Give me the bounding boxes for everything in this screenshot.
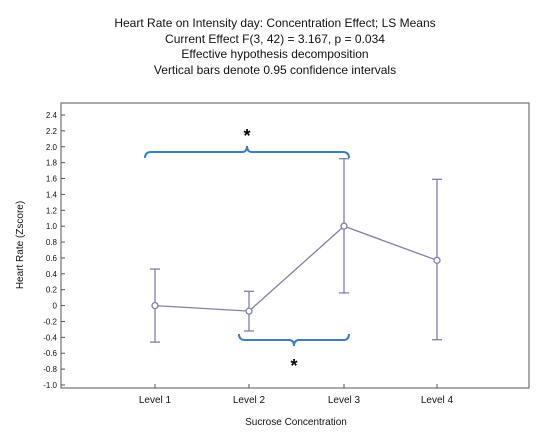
y-tick-label: 1.2 — [46, 206, 58, 215]
x-axis-label: Sucrose Concentration — [245, 417, 347, 428]
plot-area-frame — [60, 102, 530, 389]
y-tick-label: 1.0 — [46, 222, 58, 231]
x-tick-label: Level 1 — [139, 395, 172, 406]
y-axis-label: Heart Rate (Zscore) — [15, 201, 26, 289]
y-tick-label: 0.8 — [46, 238, 58, 247]
significance-marker: * — [243, 126, 250, 146]
significance-brackets: ** — [144, 126, 350, 376]
y-tick-label: 1.6 — [46, 175, 58, 184]
y-tick-label: 2.0 — [46, 143, 58, 152]
y-tick-label: 0.4 — [46, 270, 58, 279]
series-line — [154, 225, 438, 312]
chart-subtitle-1: Current Effect F(3, 42) = 3.167, p = 0.0… — [165, 31, 385, 46]
significance-bracket — [144, 145, 350, 159]
x-tick-label: Level 2 — [233, 395, 266, 406]
y-tick-label: 2.2 — [46, 127, 58, 136]
significance-bracket — [238, 333, 350, 347]
y-tick-label: 2.4 — [46, 111, 58, 120]
data-point — [245, 307, 253, 315]
y-tick-label: 1.4 — [46, 190, 58, 199]
y-axis-ticks: 2.4 2.2 2.0 1.8 1.6 1.4 1.2 1.0 0.8 0.6 0.4 0.2 0 -0.… — [43, 111, 65, 390]
y-tick-label: 0 — [53, 302, 58, 311]
y-tick-label: 1.8 — [46, 159, 58, 168]
significance-marker: * — [290, 356, 297, 376]
x-tick-label: Level 4 — [421, 395, 454, 406]
chart-title-block: Heart Rate on Intensity day: Concentrati… — [0, 16, 550, 78]
y-tick-label: 0.6 — [46, 254, 58, 263]
y-tick-label: 0.2 — [46, 286, 58, 295]
data-point — [340, 222, 348, 230]
y-tick-label: -0.2 — [43, 317, 57, 326]
x-tick-label: Level 3 — [328, 395, 361, 406]
y-tick-label: -1.0 — [43, 381, 57, 390]
data-point — [151, 301, 159, 310]
y-tick-label: -0.6 — [43, 349, 57, 358]
chart-subtitle-2: Effective hypothesis decomposition — [181, 47, 369, 61]
data-point — [433, 256, 441, 264]
y-tick-label: -0.8 — [43, 365, 57, 374]
chart-title: Heart Rate on Intensity day: Concentrati… — [114, 16, 436, 30]
y-tick-label: -0.4 — [43, 333, 57, 342]
series-group — [150, 158, 442, 343]
chart-subtitle-3: Vertical bars denote 0.95 confidence int… — [153, 62, 397, 77]
x-axis-categories: Level 1 Level 2 Level 3 Level 4 — [139, 384, 454, 406]
